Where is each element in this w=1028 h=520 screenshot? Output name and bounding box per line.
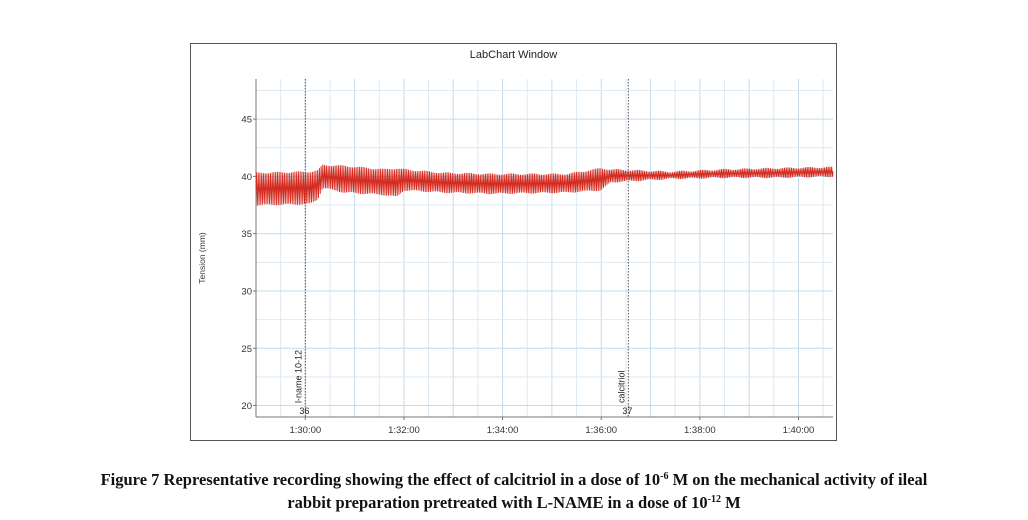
event-marker-number: 37 — [622, 406, 632, 416]
event-marker-label: calcitriol — [616, 370, 626, 403]
x-tick-label: 1:30:00 — [289, 425, 321, 436]
grid — [255, 79, 833, 417]
chart-window: LabChart Window 20 25 30 35 40 45 1:30:00 1:32:… — [190, 43, 837, 441]
event-marker: calcitriol 37 — [616, 79, 632, 417]
figure-caption: Figure 7 Representative recording showin… — [0, 468, 1028, 514]
y-tick-label: 30 — [241, 286, 252, 297]
event-marker-label: l-name 10-12 — [293, 350, 303, 403]
y-tick-label: 25 — [241, 344, 252, 355]
caption-text: M — [720, 493, 741, 512]
event-marker-number: 36 — [299, 406, 309, 416]
y-tick-label: 45 — [241, 115, 252, 126]
x-tick-label: 1:36:00 — [585, 425, 617, 436]
y-tick-label: 40 — [241, 172, 252, 183]
x-tick-label: 1:32:00 — [388, 425, 420, 436]
caption-line-2: rabbit preparation pretreated with L-NAM… — [0, 491, 1028, 514]
caption-exponent: -12 — [707, 494, 721, 505]
x-tick-label: 1:40:00 — [783, 425, 815, 436]
x-tick-label: 1:38:00 — [684, 425, 716, 436]
plot-area: 20 25 30 35 40 45 1:30:00 1:32:00 1:34:00 1:36:00… — [197, 79, 834, 436]
x-tick-label: 1:34:00 — [487, 425, 519, 436]
event-marker: l-name 10-12 36 — [293, 79, 309, 417]
caption-line-1: Figure 7 Representative recording showin… — [0, 468, 1028, 491]
y-axis-label: Tension (mm) — [197, 232, 207, 284]
caption-text: Figure 7 Representative recording showin… — [100, 470, 661, 489]
chart-title: LabChart Window — [469, 49, 558, 61]
y-tick-label: 20 — [241, 401, 252, 412]
caption-text: M on the mechanical activity of ileal — [668, 470, 928, 489]
trace-line — [255, 164, 834, 206]
y-tick-label: 35 — [241, 229, 252, 240]
caption-exponent: -6 — [660, 471, 669, 482]
caption-text: rabbit preparation pretreated with L-NAM… — [287, 493, 708, 512]
